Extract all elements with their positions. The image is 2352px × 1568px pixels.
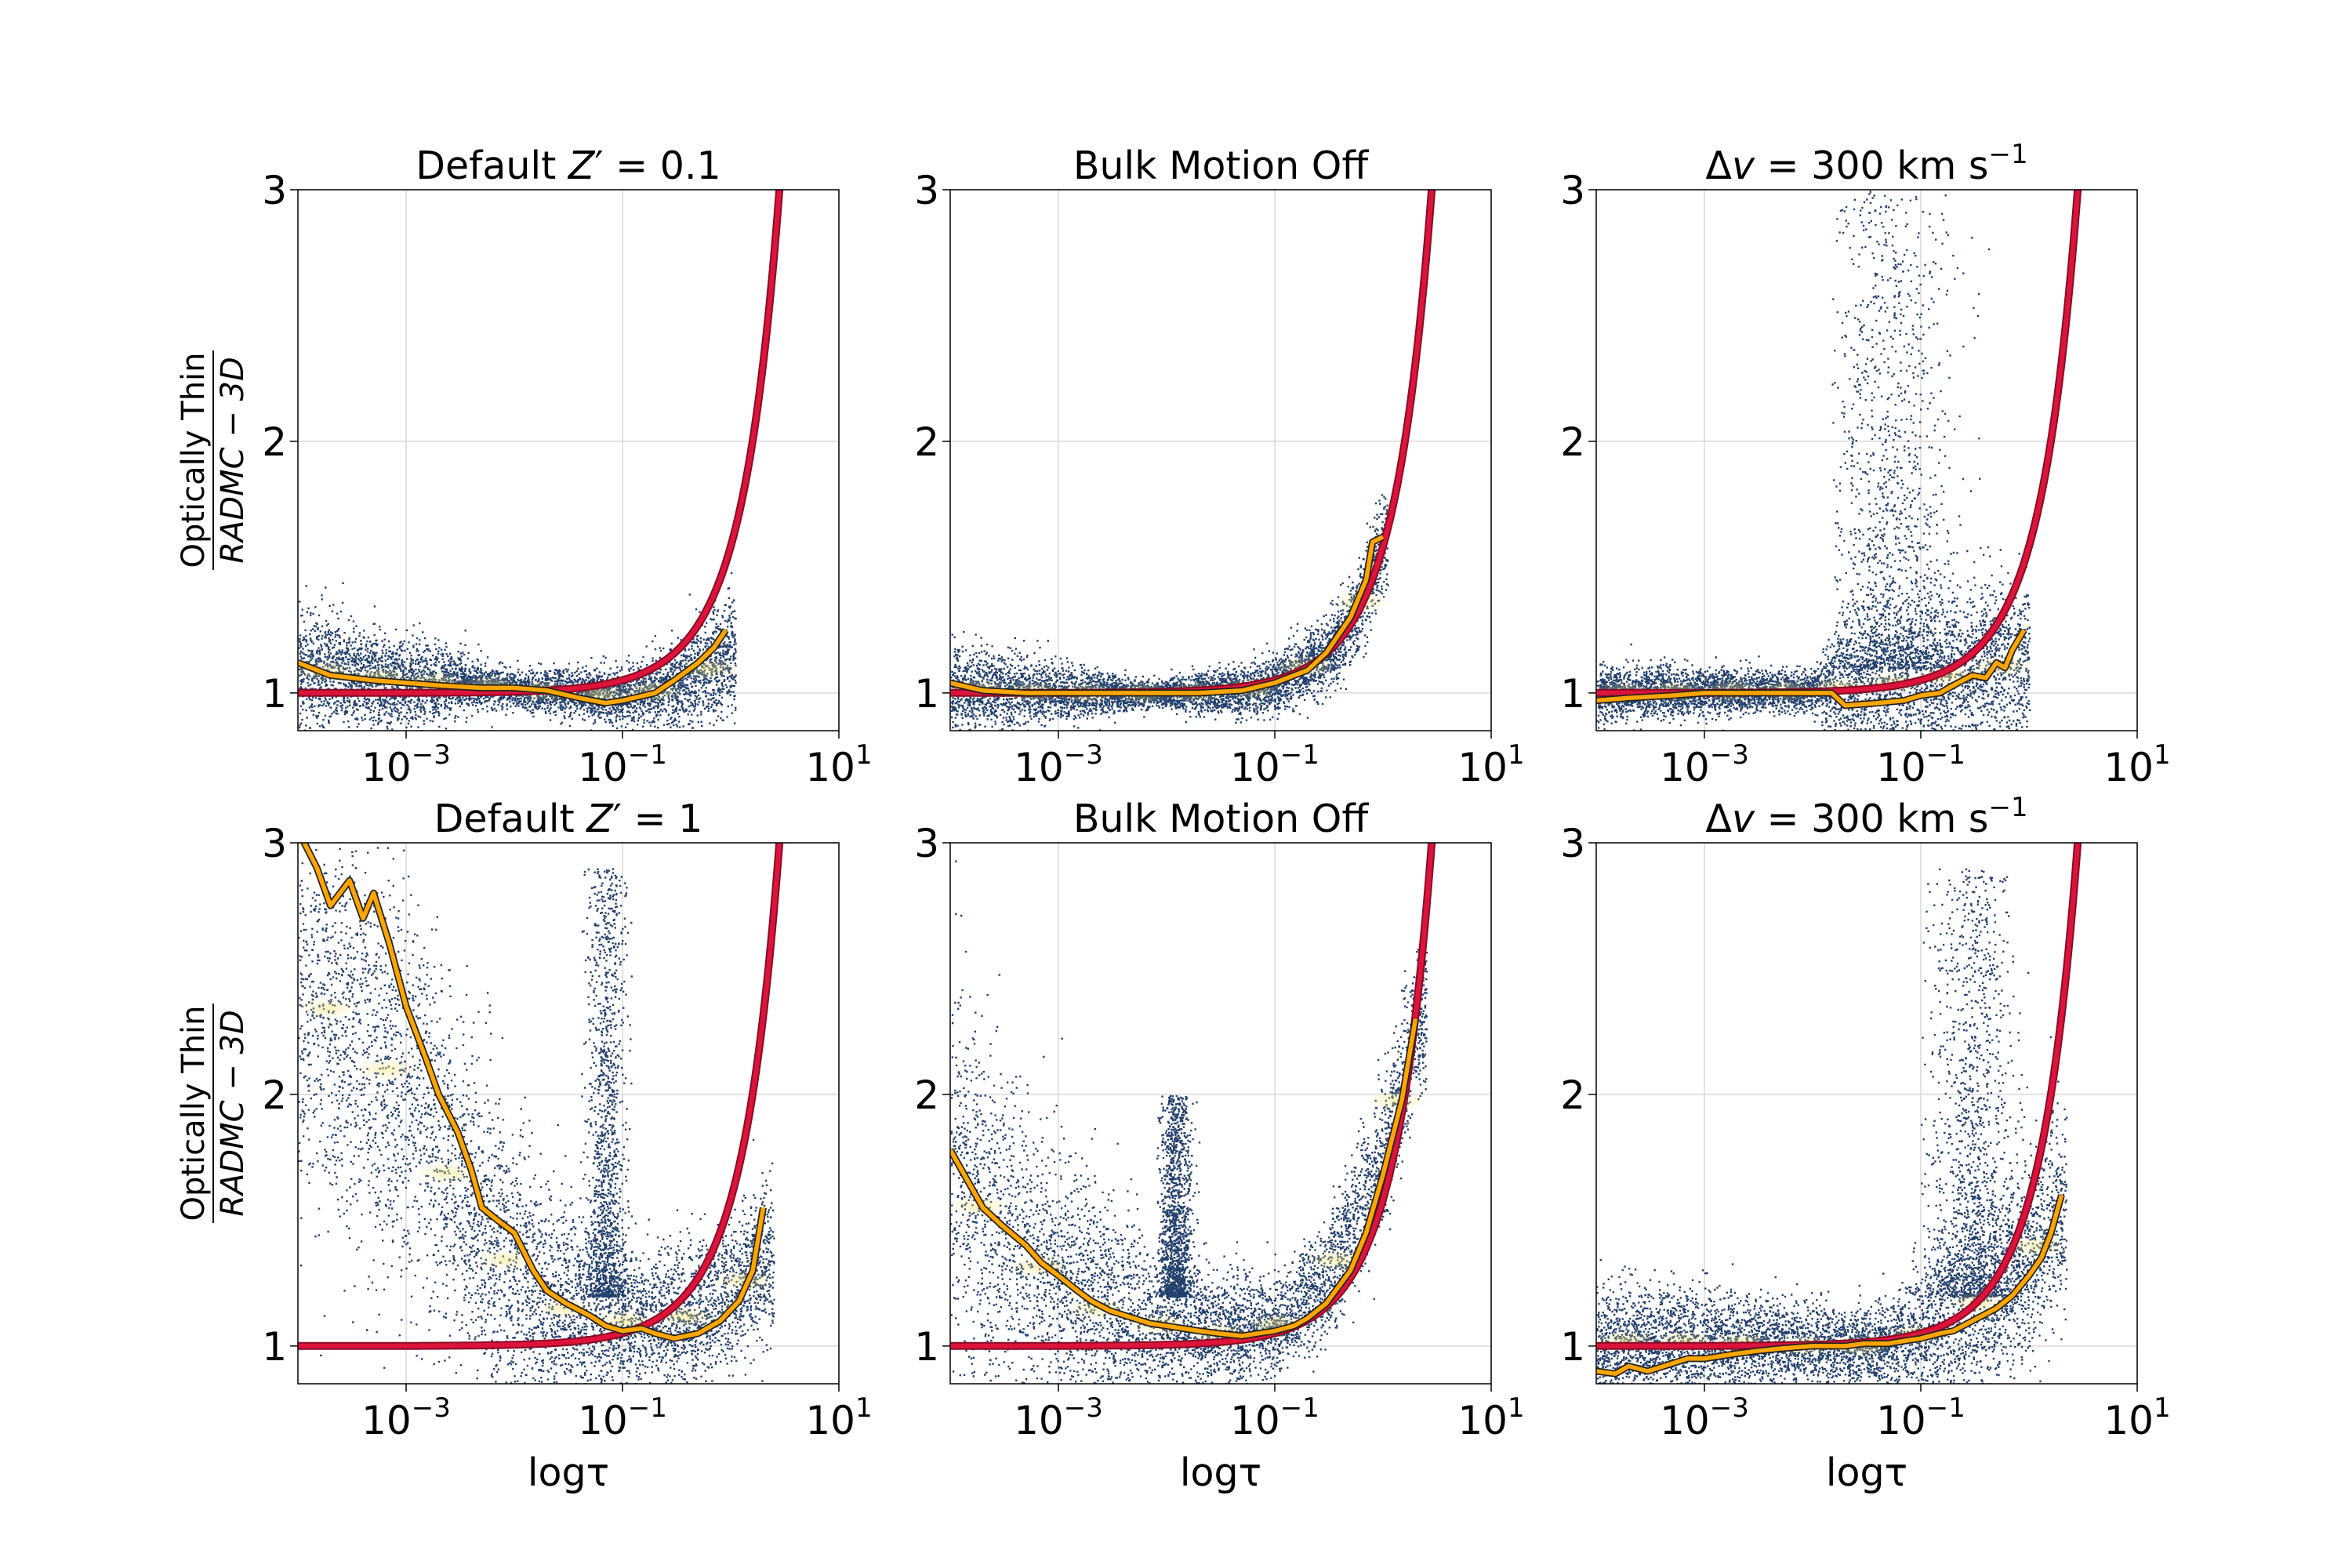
model-curve <box>1596 190 2081 695</box>
plot-area <box>1596 190 2082 731</box>
y-tick-label: 3 <box>1560 821 1585 866</box>
grid-lines <box>298 189 840 731</box>
y-tick-label: 1 <box>262 1324 287 1370</box>
x-tick-label: 101 <box>805 1392 872 1443</box>
x-tick-label: 10−1 <box>578 1392 667 1443</box>
density-blob <box>298 997 359 1020</box>
median-line <box>298 629 728 706</box>
median-line <box>950 1018 1418 1338</box>
x-tick-label: 10−3 <box>1014 739 1103 790</box>
y-tick-label: 2 <box>914 419 939 465</box>
median-line <box>1596 1194 2064 1376</box>
model-curve <box>950 190 1435 695</box>
y-tick-label: 3 <box>1560 168 1585 213</box>
axes-frame <box>297 842 840 1385</box>
x-axis-label: logτ <box>1180 1450 1261 1495</box>
density-blob <box>712 1269 775 1291</box>
density-blob <box>1364 1090 1428 1112</box>
x-tick-label: 10−3 <box>1660 1392 1749 1443</box>
x-tick-label: 10−3 <box>1014 1392 1103 1443</box>
y-label-numerator: Optically Thin <box>176 1005 212 1221</box>
y-tick-label: 1 <box>1560 671 1585 717</box>
plot-area <box>950 843 1436 1384</box>
x-tick-label: 101 <box>2103 739 2170 790</box>
scatter-points <box>950 860 1428 1384</box>
y-tick-label: 3 <box>262 168 287 213</box>
x-tick-label: 101 <box>805 739 872 790</box>
density-blob <box>415 1162 478 1185</box>
panel-6: 1 2 3 10−3 10−1 101 Δv = 300 km s−1 logτ <box>1560 792 2170 1495</box>
grid-lines <box>950 842 1492 1384</box>
plot-area <box>1596 843 2082 1384</box>
x-tick-label: 10−1 <box>1876 1392 1965 1443</box>
y-axis-label: Optically Thin RADMC − 3D <box>176 350 251 570</box>
plot-area <box>298 843 784 1384</box>
x-tick-label: 10−3 <box>361 739 451 790</box>
y-tick-label: 1 <box>914 671 939 717</box>
y-tick-label: 3 <box>914 168 939 213</box>
x-tick-label: 10−1 <box>578 739 667 790</box>
y-tick-label: 1 <box>262 671 287 717</box>
panel-2: 1 2 3 10−3 10−1 101 Bulk Motion Off <box>914 143 1524 790</box>
x-tick-label: 10−1 <box>1230 1392 1319 1443</box>
y-tick-label: 2 <box>914 1073 939 1118</box>
panel-title: Default Z′ = 1 <box>434 797 703 841</box>
model-curve <box>298 843 782 1348</box>
panel-4: 1 2 3 10−3 10−1 101 Default Z′ = 1 Optically Th… <box>176 797 873 1495</box>
x-tick-label: 10−1 <box>1876 739 1965 790</box>
panel-3: 1 2 3 10−3 10−1 101 Δv = 300 km s−1 <box>1560 139 2170 790</box>
x-axis-label: logτ <box>1826 1450 1907 1495</box>
panel-title: Δv = 300 km s−1 <box>1705 792 2027 841</box>
plot-area <box>298 190 784 731</box>
panel-title: Default Z′ = 0.1 <box>416 143 720 188</box>
axes-frame <box>949 189 1492 731</box>
y-tick-label: 2 <box>262 419 287 465</box>
density-blob <box>355 1058 419 1080</box>
axes-frame <box>949 842 1492 1385</box>
y-label-numerator: Optically Thin <box>176 352 212 568</box>
y-axis-label: Optically Thin RADMC − 3D <box>176 1004 251 1223</box>
panel-title: Δv = 300 km s−1 <box>1705 139 2027 188</box>
x-tick-label: 101 <box>1457 1392 1524 1443</box>
y-tick-label: 2 <box>262 1073 287 1118</box>
scatter-points <box>1596 868 2068 1384</box>
y-tick-label: 3 <box>262 821 287 866</box>
x-tick-label: 10−3 <box>361 1392 451 1443</box>
y-tick-label: 1 <box>914 1324 939 1370</box>
median-line <box>302 843 766 1341</box>
median-line <box>950 535 1385 695</box>
y-tick-label: 3 <box>914 821 939 866</box>
panel-title: Bulk Motion Off <box>1073 797 1369 841</box>
y-tick-label: 2 <box>1560 1073 1585 1118</box>
plot-area <box>950 190 1436 731</box>
model-curve <box>298 190 782 695</box>
axes-frame <box>297 189 840 731</box>
panel-title: Bulk Motion Off <box>1073 143 1369 188</box>
y-tick-label: 1 <box>1560 1324 1585 1370</box>
x-axis-label: logτ <box>528 1450 609 1495</box>
axes-frame <box>1595 842 2138 1385</box>
y-label-denominator: RADMC − 3D <box>215 1010 251 1217</box>
density-glow <box>298 997 775 1332</box>
median-line <box>1596 629 2027 708</box>
density-blob <box>2005 1235 2068 1258</box>
x-tick-label: 101 <box>1457 739 1524 790</box>
scatter-points <box>1596 191 2031 731</box>
x-tick-label: 101 <box>2103 1392 2170 1443</box>
y-label-denominator: RADMC − 3D <box>215 357 251 564</box>
x-tick-label: 10−3 <box>1660 739 1749 790</box>
x-tick-label: 10−1 <box>1230 739 1319 790</box>
grid-lines <box>950 189 1492 731</box>
panel-5: 1 2 3 10−3 10−1 101 Bulk Motion Off logτ <box>914 797 1524 1495</box>
density-glow <box>950 1090 1428 1345</box>
axes-frame <box>1595 189 2138 731</box>
panel-1: 1 2 3 10−3 10−1 101 Default Z′ = 0.1 Optically … <box>176 143 873 790</box>
model-curve <box>1596 843 2081 1348</box>
y-tick-label: 2 <box>1560 419 1585 465</box>
grid-lines <box>1596 189 2138 731</box>
